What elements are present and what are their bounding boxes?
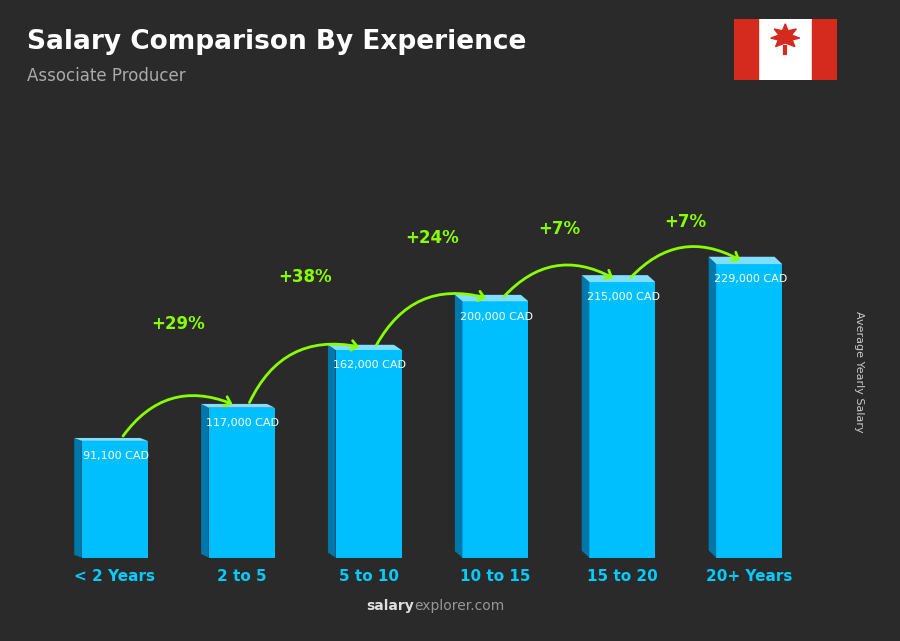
Text: 215,000 CAD: 215,000 CAD	[587, 292, 660, 303]
Bar	[734, 19, 759, 80]
Polygon shape	[74, 438, 148, 441]
Polygon shape	[708, 257, 782, 264]
Text: 200,000 CAD: 200,000 CAD	[460, 312, 533, 322]
Text: Associate Producer: Associate Producer	[27, 67, 185, 85]
Bar	[336, 350, 401, 558]
Text: +7%: +7%	[665, 213, 706, 231]
Bar	[82, 441, 148, 558]
Polygon shape	[770, 24, 800, 47]
Polygon shape	[454, 295, 528, 301]
Text: 162,000 CAD: 162,000 CAD	[333, 360, 406, 370]
Polygon shape	[201, 404, 274, 408]
Text: Salary Comparison By Experience: Salary Comparison By Experience	[27, 29, 526, 55]
Text: 117,000 CAD: 117,000 CAD	[206, 418, 279, 428]
Polygon shape	[328, 345, 401, 350]
Text: salary: salary	[366, 599, 414, 613]
Text: explorer.com: explorer.com	[414, 599, 504, 613]
Polygon shape	[708, 257, 716, 558]
Text: +29%: +29%	[151, 315, 205, 333]
Bar	[209, 408, 274, 558]
Text: +24%: +24%	[405, 229, 459, 247]
Polygon shape	[74, 438, 82, 558]
Bar	[812, 19, 837, 80]
Text: +7%: +7%	[538, 221, 580, 238]
Bar	[590, 282, 655, 558]
Text: Average Yearly Salary: Average Yearly Salary	[854, 311, 865, 433]
Polygon shape	[328, 345, 336, 558]
Bar	[716, 264, 782, 558]
Text: +38%: +38%	[278, 268, 332, 286]
Polygon shape	[454, 295, 463, 558]
Text: 229,000 CAD: 229,000 CAD	[714, 274, 788, 285]
Bar	[463, 301, 528, 558]
Polygon shape	[201, 404, 209, 558]
Polygon shape	[581, 275, 590, 558]
Text: 91,100 CAD: 91,100 CAD	[83, 451, 149, 461]
Polygon shape	[581, 275, 655, 282]
